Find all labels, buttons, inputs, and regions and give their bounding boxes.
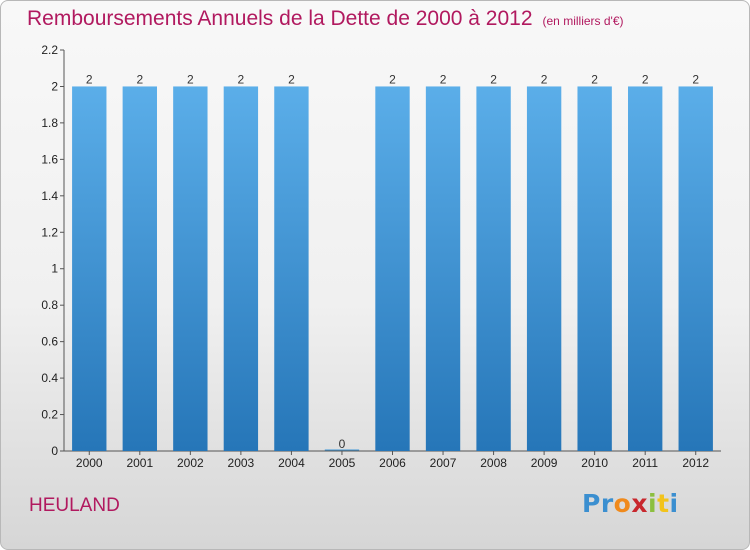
y-tick-label: 1 [51,262,58,276]
chart-unit: (en milliers d'€) [542,14,624,28]
y-tick-label: 2 [51,79,58,93]
bar [274,86,309,452]
x-tick-label: 2011 [632,456,658,470]
chart-title-text: Remboursements Annuels de la Dette de 20… [27,7,533,30]
proxiti-logo: Proxiti [582,489,679,518]
chart-bars [72,86,713,452]
x-tick-label: 2003 [228,456,255,470]
x-tick-label: 2005 [329,456,356,470]
data-label: 0 [339,437,346,451]
bar [425,86,461,452]
y-tick-label: 1.6 [41,152,58,166]
chart-labels: 2 2 2 2 2 0 2 2 2 2 2 2 2 [86,72,699,451]
x-tick-label: 2008 [480,456,507,470]
x-tick-label: 2004 [278,456,305,470]
data-label: 2 [642,72,649,86]
logo-letter: o [613,489,632,518]
commune-name: HEULAND [29,495,120,516]
logo-letter: i [648,489,658,518]
data-label: 2 [490,72,497,86]
bar [476,86,511,452]
logo-letter: r [600,489,614,518]
x-tick-label: 2001 [126,456,153,470]
bar [223,86,259,452]
bar [526,86,562,452]
y-tick-label: 1.2 [41,225,58,239]
logo-letter: x [631,489,648,518]
logo-letter: t [657,489,670,518]
data-label: 2 [187,72,194,86]
logo-letter: P [582,489,601,518]
data-label: 2 [541,72,548,86]
y-tick-label: 0.2 [41,408,58,422]
y-tick-label: 0 [51,444,58,458]
x-tick-label: 2002 [177,456,204,470]
logo-letter: i [669,489,679,518]
data-label: 2 [389,72,396,86]
data-label: 2 [288,72,295,86]
bar [577,86,612,452]
x-tick-label: 2006 [379,456,406,470]
x-tick-label: 2007 [430,456,457,470]
bar [628,86,663,452]
bar [72,86,107,452]
data-label: 2 [238,72,245,86]
chart-title: Remboursements Annuels de la Dette de 20… [27,7,624,31]
y-tick-label: 1.8 [41,116,58,130]
x-tick-label: 2010 [581,456,608,470]
bar [375,86,410,452]
data-label: 2 [591,72,598,86]
bar [122,86,157,452]
x-tick-label: 2000 [76,456,103,470]
x-tick-label: 2012 [682,456,709,470]
data-label: 2 [86,72,93,86]
data-label: 2 [692,72,699,86]
data-label: 2 [136,72,143,86]
bar [173,86,208,452]
bar [678,86,713,452]
y-tick-label: 0.6 [41,335,58,349]
data-label: 2 [440,72,447,86]
y-tick-label: 1.4 [41,189,58,203]
y-tick-label: 2.2 [41,43,58,57]
y-tick-label: 0.4 [41,371,58,385]
y-tick-label: 0.8 [41,298,58,312]
x-tick-label: 2009 [531,456,558,470]
